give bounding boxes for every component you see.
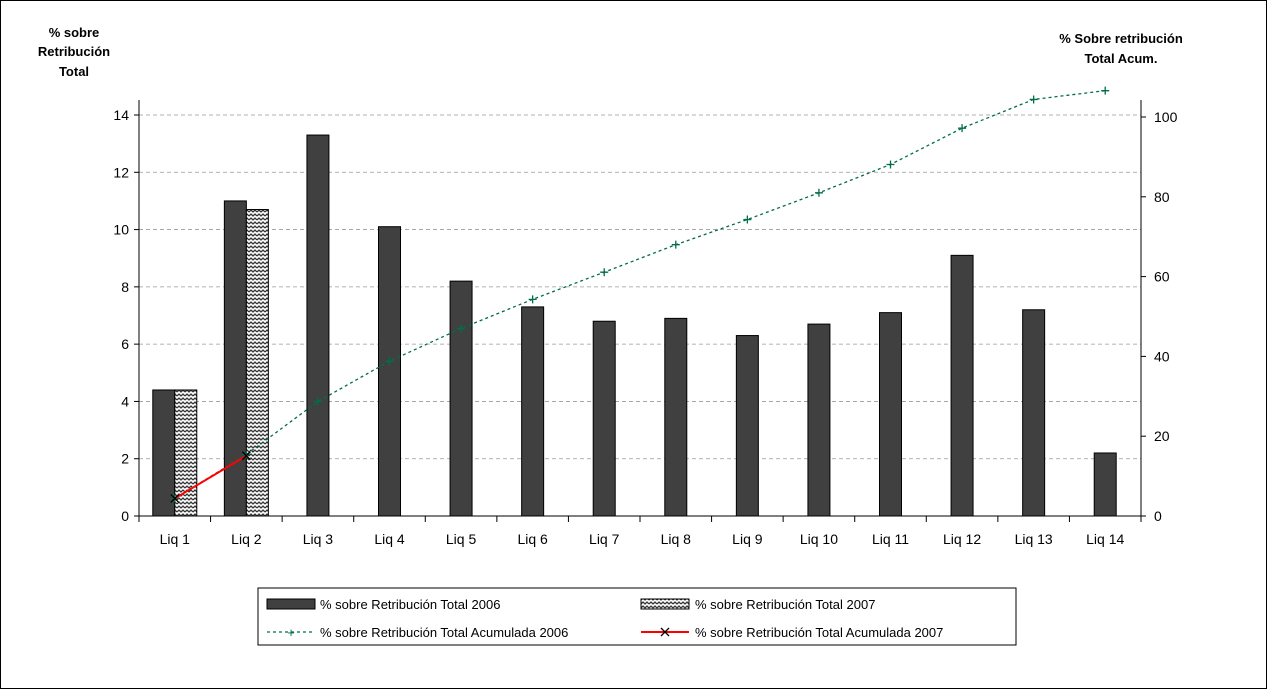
x-tick-label-8: Liq 9: [732, 531, 763, 547]
bar-2006-12: [1022, 309, 1046, 517]
line-series-2: [174, 90, 1106, 499]
y-right-tick-label-20: 20: [1154, 428, 1170, 444]
x-tick-label-5: Liq 6: [517, 531, 548, 547]
y-right-tick-label-100: 100: [1154, 109, 1178, 125]
legend-label-2006: % sobre Retribución Total 2006: [320, 597, 500, 612]
y-left-tick-label-12: 12: [113, 164, 129, 180]
x-tick-label-1: Liq 2: [231, 531, 262, 547]
bar-2006-9: [807, 323, 831, 517]
y-left-tick-label-10: 10: [113, 222, 129, 238]
legend: % sobre Retribución Total 2006 % sobre R…: [257, 587, 1017, 646]
bar-2006-2: [306, 134, 330, 517]
y-right-tick-label-80: 80: [1154, 189, 1170, 205]
marker-series-2-10: [886, 160, 895, 169]
marker-series-2-9: [814, 188, 823, 197]
bar-2006-0: [152, 389, 176, 517]
marker-series-2-4: [457, 324, 466, 333]
y-right-tick-label-0: 0: [1154, 508, 1162, 524]
lines: [170, 86, 1110, 503]
y-right-tick-label-40: 40: [1154, 348, 1170, 364]
y-left-tick-label-2: 2: [121, 451, 129, 467]
x-tick-label-4: Liq 5: [446, 531, 477, 547]
bar-2006-10: [879, 312, 902, 517]
gridlines: [139, 114, 1141, 460]
legend-box: [257, 587, 1017, 646]
marker-series-2-12: [1029, 95, 1038, 104]
legend-marker-acum-2006: +: [287, 625, 295, 640]
bar-2006-6: [592, 320, 616, 517]
x-tick-label-3: Liq 4: [374, 531, 405, 547]
x-tick-label-9: Liq 10: [800, 531, 838, 547]
x-tick-label-13: Liq 14: [1086, 531, 1124, 547]
axes: [134, 100, 1146, 522]
bar-2006-1: [223, 200, 247, 517]
legend-label-acum-2006: % sobre Retribución Total Acumulada 2006: [320, 625, 568, 640]
marker-series-2-1: [242, 450, 251, 459]
x-tick-label-10: Liq 11: [872, 531, 909, 547]
line-series-3: [174, 454, 247, 500]
y-left-title-line3: Total: [59, 64, 89, 79]
marker-series-2-2: [313, 397, 322, 406]
x-tick-label-12: Liq 13: [1015, 531, 1053, 547]
marker-series-3-1: [241, 451, 251, 461]
y-left-title-line2: Retribución: [38, 44, 110, 59]
bar-2006-8: [735, 335, 759, 517]
bar-2006-13: [1093, 452, 1117, 517]
x-tick-label-7: Liq 8: [661, 531, 692, 547]
marker-series-2-5: [528, 295, 537, 304]
bar-2006-4: [449, 280, 473, 517]
legend-marker-acum-2007: [660, 627, 670, 637]
legend-swatch-2006: [266, 598, 316, 610]
bar-2006-5: [521, 306, 545, 517]
legend-swatch-2007: [640, 598, 690, 610]
x-tick-label-11: Liq 12: [943, 531, 981, 547]
marker-series-2-8: [743, 215, 752, 224]
marker-series-3-0: [170, 493, 180, 503]
bar-2006-7: [664, 317, 688, 517]
marker-series-2-3: [385, 357, 394, 366]
bar-2006-3: [378, 226, 401, 517]
x-tick-label-2: Liq 3: [303, 531, 334, 547]
y-left-tick-label-6: 6: [121, 336, 129, 352]
legend-label-2007: % sobre Retribución Total 2007: [695, 597, 875, 612]
y-left-tick-label-14: 14: [113, 107, 129, 123]
y-right-title-line1: % Sobre retribución: [1059, 31, 1183, 46]
y-left-tick-label-4: 4: [121, 393, 129, 409]
bar-2006-11: [950, 254, 974, 517]
x-tick-label-0: Liq 1: [160, 531, 191, 547]
bar-2007-1: [245, 209, 269, 517]
tick-labels: 0 2 4 6 8 10 12 14 0 20 40 60 80 100 Liq 1 Liq 2 Liq 3 Li…: [113, 107, 1177, 547]
bars: [152, 134, 1117, 517]
marker-series-2-13: [1101, 86, 1110, 95]
y-left-title-line1: % sobre: [49, 25, 100, 40]
legend-label-acum-2007: % sobre Retribución Total Acumulada 2007: [695, 625, 943, 640]
y-right-tick-label-60: 60: [1154, 269, 1170, 285]
y-left-tick-label-0: 0: [121, 508, 129, 524]
marker-series-2-7: [671, 240, 680, 249]
y-right-title-line2: Total Acum.: [1085, 51, 1158, 66]
y-left-tick-label-8: 8: [121, 279, 129, 295]
x-tick-label-6: Liq 7: [589, 531, 620, 547]
marker-series-2-6: [600, 268, 609, 277]
marker-series-2-11: [958, 124, 967, 133]
